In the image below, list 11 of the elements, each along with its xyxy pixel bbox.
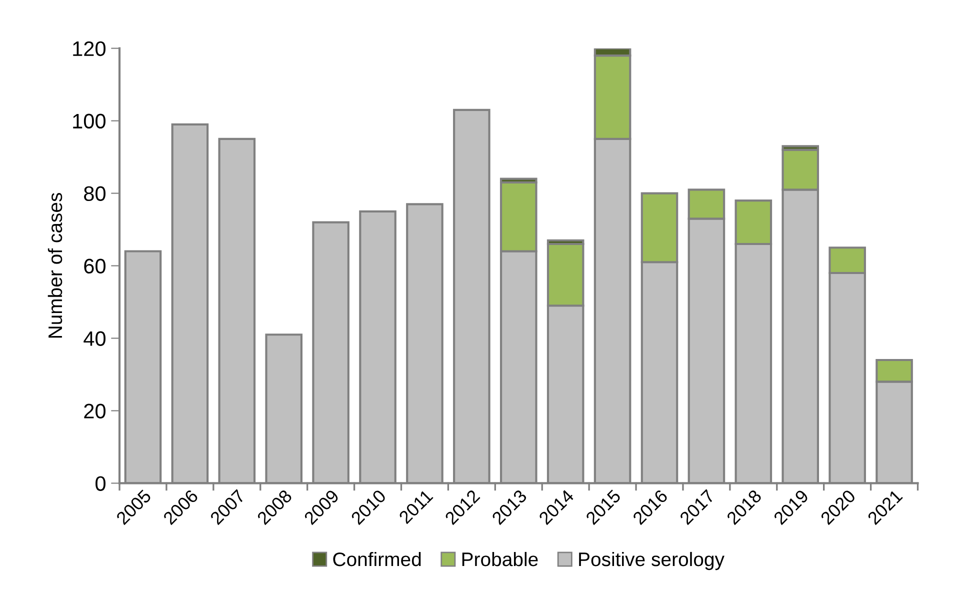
y-axis-title: Number of cases bbox=[48, 192, 62, 338]
y-tick-label: 40 bbox=[84, 331, 106, 346]
y-tick-label: 100 bbox=[73, 114, 106, 129]
y-tick-label: 60 bbox=[84, 258, 106, 274]
legend-label: Positive serology bbox=[579, 552, 724, 570]
y-tick-label: 20 bbox=[84, 404, 106, 418]
legend-label: Confirmed bbox=[333, 552, 421, 566]
legend-label: Probable bbox=[462, 552, 538, 566]
y-tick-label: 80 bbox=[84, 186, 106, 202]
y-tick-label: 120 bbox=[73, 41, 106, 56]
y-tick-label: 0 bbox=[96, 476, 106, 491]
